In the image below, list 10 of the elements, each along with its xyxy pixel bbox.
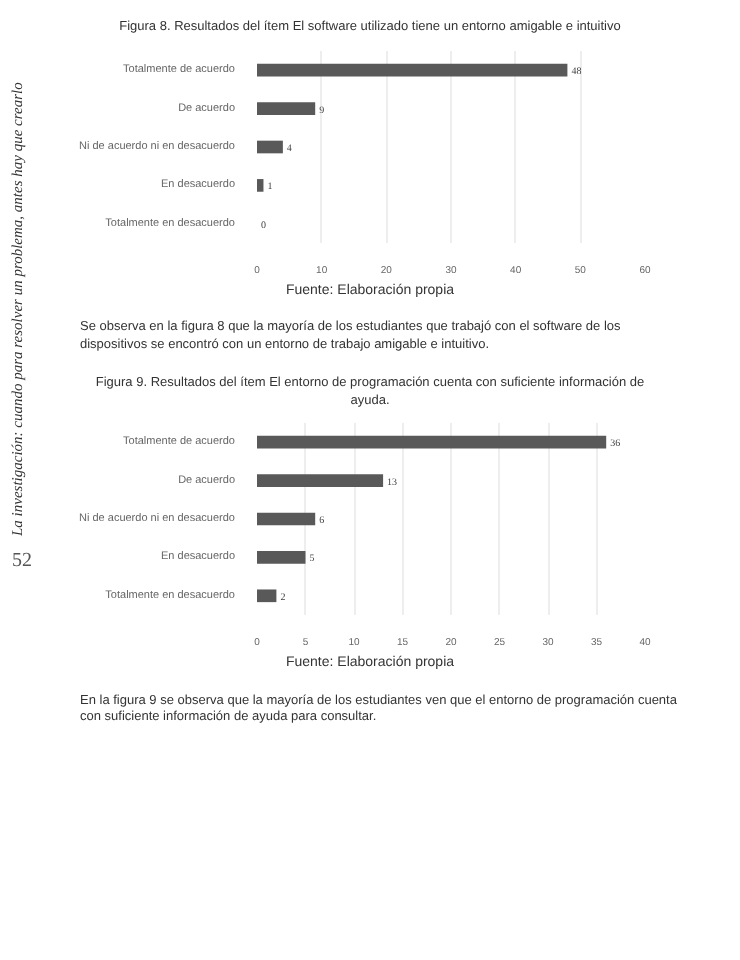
- bar: [257, 178, 264, 192]
- bar: [257, 436, 607, 450]
- bar: [257, 551, 306, 565]
- bar: [257, 590, 277, 603]
- bar: [257, 101, 316, 115]
- bar: [257, 513, 316, 526]
- bar: [257, 140, 283, 153]
- text: 52: [12, 548, 32, 576]
- bar: [257, 474, 384, 488]
- bar: [257, 63, 568, 77]
